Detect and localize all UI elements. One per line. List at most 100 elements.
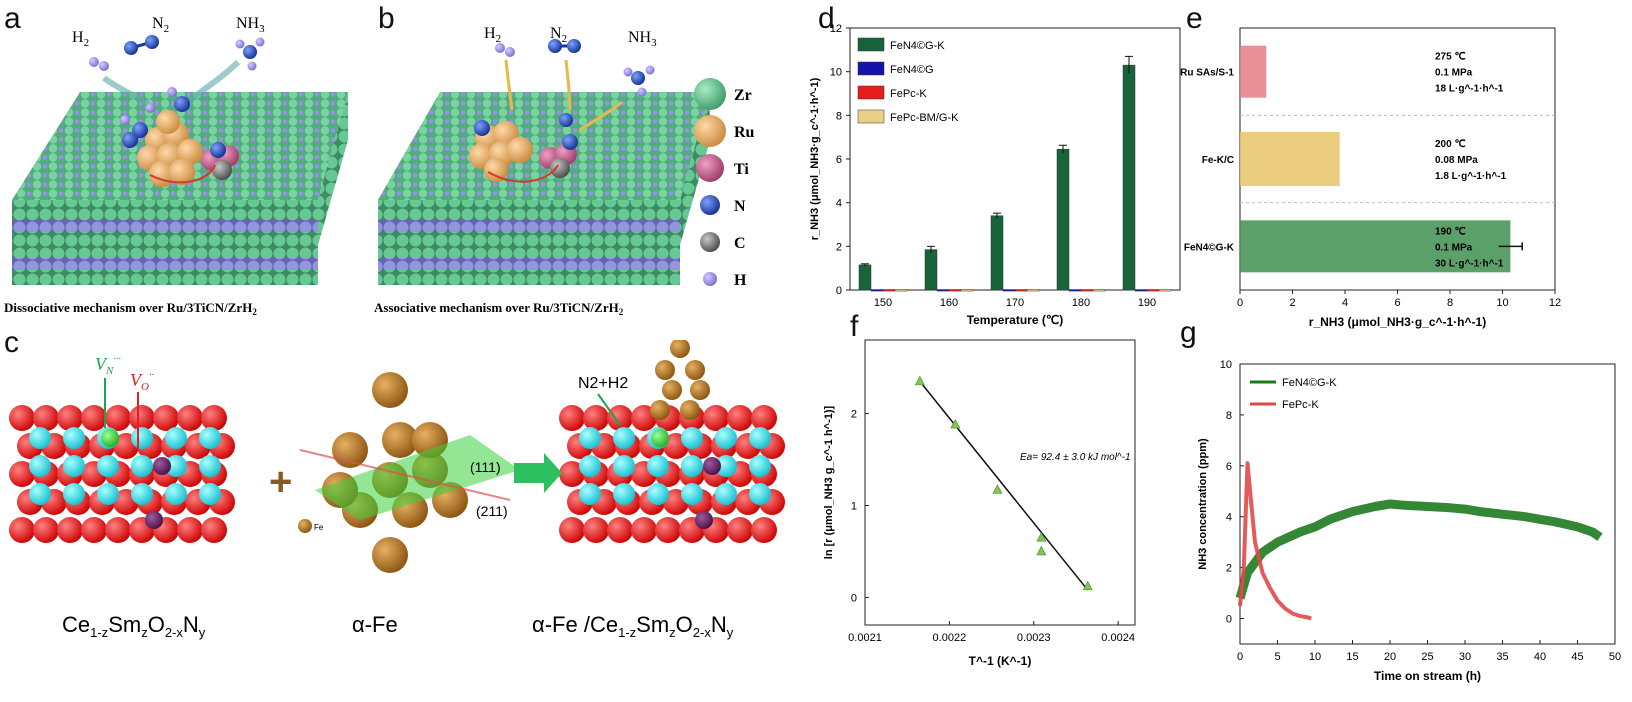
bar-FePc-K xyxy=(948,289,962,292)
x-axis-label: Time on stream (h) xyxy=(1374,669,1481,683)
y-tick-label: 8 xyxy=(836,110,842,122)
chart-g: 0 5 10 15 20 25 30 35 40 45 50 0 2 4 6 8 10 FeN4©G-K FePc-… xyxy=(1197,359,1621,683)
y-axis-label: NH3 concentration (ppm) xyxy=(1197,438,1209,570)
condition-annotation: 1.8 L·g^-1·h^-1 xyxy=(1435,171,1507,182)
bar-FeN4©G-K xyxy=(1056,148,1070,291)
fe-legend-label: Fe xyxy=(314,523,324,532)
legend-swatch-FePc-K xyxy=(857,85,885,100)
y-tick-label: 0 xyxy=(836,285,842,297)
legend-atom-ru xyxy=(694,115,726,147)
x-axis-label: r_NH3 (μmol_NH3·g_c^-1·h^-1) xyxy=(1309,315,1486,329)
bar-FeN4©G xyxy=(1134,289,1148,292)
panel-label-a: a xyxy=(4,2,21,35)
bar-FeN4©G xyxy=(870,289,884,292)
legend-swatch-FeN4©G xyxy=(857,61,885,76)
x-tick-label: 150 xyxy=(874,297,892,309)
vacancy-vo-label: VO·· xyxy=(130,370,154,393)
y-tick-label: 2 xyxy=(851,409,857,421)
x-tick-label: 2 xyxy=(1289,297,1295,309)
legend-label-zr: Zr xyxy=(734,87,752,104)
data-point xyxy=(1036,545,1047,556)
b-h2-label: H2 xyxy=(484,25,501,45)
ea-annotation: Ea= 92.4 ± 3.0 kJ mol^-1 xyxy=(1020,452,1131,463)
bar-FeN4©G-K xyxy=(990,215,1004,291)
x-tick-label: 50 xyxy=(1609,651,1621,663)
panel-b-caption: Associative mechanism over Ru/3TiCN/ZrH2 xyxy=(374,300,624,317)
bar-FeN4©G xyxy=(936,289,950,292)
x-tick-label: 5 xyxy=(1274,651,1280,663)
x-tick-label: 45 xyxy=(1571,651,1583,663)
legend-label-ru: Ru xyxy=(734,124,755,141)
x-tick-label: 25 xyxy=(1421,651,1433,663)
data-point xyxy=(914,375,925,386)
c-plane-211: (211) xyxy=(476,503,508,519)
legend-swatch-FeN4©G-K xyxy=(857,37,885,52)
bar-FePc-K xyxy=(882,289,896,292)
bar-FePc-K xyxy=(1080,289,1094,292)
data-point xyxy=(992,484,1003,494)
legend-label-FePc-K: FePc-K xyxy=(890,88,927,100)
panel-b-illustration: H2 N2 NH3 Associative mechanism over Ru/… xyxy=(374,25,755,317)
c-name-composite: α-Fe /Ce1-zSmzO2-xNy xyxy=(532,612,734,640)
series-line-FePc-K xyxy=(1238,461,1312,621)
bar-FePc-BM/G-K xyxy=(1026,289,1040,292)
plot-frame xyxy=(864,339,1136,626)
x-tick-label: 40 xyxy=(1534,651,1546,663)
data-point xyxy=(1036,532,1047,542)
condition-annotation: 0.08 MPa xyxy=(1435,155,1478,166)
legend-label-FePc-BM/G-K: FePc-BM/G-K xyxy=(890,112,959,124)
panel-label-e: e xyxy=(1186,2,1203,35)
bar-Ru SAs/S-1 xyxy=(1240,45,1267,98)
x-tick-label: 8 xyxy=(1447,297,1453,309)
bar-FeN4©G-K xyxy=(924,249,938,291)
condition-annotation: 0.1 MPa xyxy=(1435,242,1473,253)
bar-FeN4©G xyxy=(1002,289,1016,292)
legend-label-n: N xyxy=(734,198,746,215)
bar-FeN4©G xyxy=(1068,289,1082,292)
panel-label-g: g xyxy=(1180,316,1197,349)
legend-label-ti: Ti xyxy=(734,161,749,178)
legend-atom-h xyxy=(703,272,717,286)
x-tick-label: 170 xyxy=(1006,297,1024,309)
bar-FeN4©G-K xyxy=(858,264,872,291)
condition-annotation: 190 ℃ xyxy=(1435,226,1466,237)
a-n2-label: N2 xyxy=(152,15,169,35)
x-tick-label: 15 xyxy=(1346,651,1358,663)
chart-f: 0.0021 0.0022 0.0023 0.0024 0 1 2 Ea= 92.4 ± 3.… xyxy=(823,339,1136,668)
panel-c-illustration: (111) (211) + Fe VN··· VO·· N2+H2 Ce1-zS… xyxy=(9,340,785,640)
x-tick-label: 0.0024 xyxy=(1101,632,1135,644)
c-name-fe: α-Fe xyxy=(352,612,398,637)
bar-FePc-BM/G-K xyxy=(960,289,974,292)
y-tick-label: 10 xyxy=(830,67,842,79)
b-nh3-label: NH3 xyxy=(628,29,657,49)
y-tick-label: 1 xyxy=(851,500,857,512)
plus-sign: + xyxy=(269,460,292,504)
x-tick-label: 4 xyxy=(1342,297,1348,309)
condition-annotation: 0.1 MPa xyxy=(1435,68,1473,79)
y-tick-label: FeN4©G-K xyxy=(1184,242,1235,253)
y-tick-label: 0 xyxy=(1226,614,1232,626)
x-axis-label: Temperature (℃) xyxy=(967,313,1064,327)
x-tick-label: 35 xyxy=(1496,651,1508,663)
y-tick-label: 4 xyxy=(836,198,842,210)
legend-label-FeN4©G-K: FeN4©G-K xyxy=(890,40,945,52)
x-tick-label: 0.0022 xyxy=(933,632,967,644)
x-tick-label: 30 xyxy=(1459,651,1471,663)
data-point xyxy=(950,418,961,429)
x-tick-label: 20 xyxy=(1384,651,1396,663)
x-tick-label: 10 xyxy=(1496,297,1508,309)
y-axis-label: ln [r (μmol_NH3 g_c^-1 h^-1)] xyxy=(823,405,835,559)
reaction-arrow xyxy=(514,453,562,493)
x-tick-label: 10 xyxy=(1309,651,1321,663)
legend-atom-zr xyxy=(694,78,726,110)
y-tick-label: 8 xyxy=(1226,410,1232,422)
condition-annotation: 200 ℃ xyxy=(1435,139,1466,150)
x-tick-label: 0 xyxy=(1237,651,1243,663)
chart-d: 0 2 4 6 8 10 12 150 160 170 180 190 Temperature (℃) r… xyxy=(809,23,1181,327)
vacancy-vn-label: VN··· xyxy=(95,354,121,377)
bar-FePc-BM/G-K xyxy=(894,289,908,292)
bar-FePc-K xyxy=(1146,289,1160,292)
x-tick-label: 160 xyxy=(940,297,958,309)
legend-label-FeN4©G: FeN4©G xyxy=(890,64,934,76)
x-tick-label: 0 xyxy=(1237,297,1243,309)
